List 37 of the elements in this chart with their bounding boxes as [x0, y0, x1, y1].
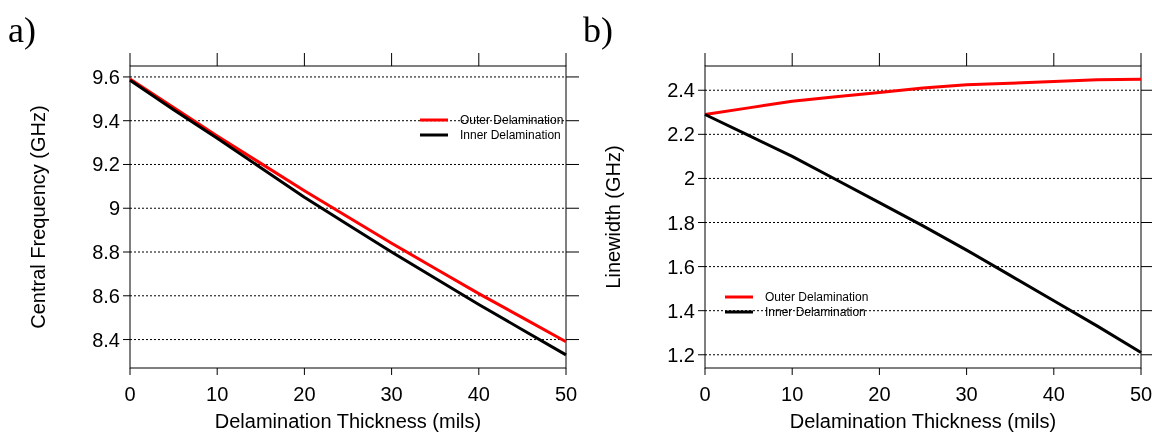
legend-label: Inner Delamination: [765, 305, 866, 320]
legend-label: Outer Delamination: [460, 113, 564, 128]
y-tick-label: 9.4: [92, 109, 120, 132]
chart-title: a): [8, 10, 36, 50]
chart-title: b): [583, 10, 613, 50]
x-tick-label: 40: [1042, 383, 1065, 405]
legend-label: Outer Delamination: [765, 290, 869, 305]
y-tick-label: 9.6: [92, 65, 120, 88]
y-tick-label: 8.8: [92, 241, 120, 264]
y-tick-label: 1.2: [667, 343, 695, 366]
x-tick-label: 20: [293, 383, 316, 405]
x-tick-label: 50: [554, 383, 578, 405]
legend-label: Inner Delamination: [460, 128, 561, 143]
x-tick-label: 10: [781, 383, 804, 405]
y-tick-label: 8.6: [92, 284, 120, 307]
x-tick-label: 20: [868, 383, 891, 405]
x-tick-label: 40: [467, 383, 490, 405]
y-tick-label: 1.6: [667, 255, 695, 278]
y-tick-label: 9: [108, 197, 120, 220]
x-tick-label: 50: [1129, 383, 1152, 405]
x-tick-label: 0: [699, 383, 711, 405]
x-tick-label: 0: [124, 383, 136, 405]
y-axis-title: Linewidth (GHz): [602, 145, 624, 289]
x-tick-label: 10: [206, 383, 229, 405]
x-tick-label: 30: [380, 383, 403, 405]
y-tick-label: 2.4: [667, 79, 695, 102]
y-axis-title: Central Frequency (GHz): [27, 105, 49, 329]
y-tick-label: 2: [683, 167, 695, 190]
y-tick-label: 2.2: [667, 123, 695, 146]
x-tick-label: 30: [955, 383, 978, 405]
y-tick-label: 1.8: [667, 211, 695, 234]
x-axis-title: Delamination Thickness (mils): [789, 410, 1057, 432]
y-tick-label: 8.4: [92, 328, 120, 351]
y-tick-label: 9.2: [92, 153, 120, 176]
y-tick-label: 1.4: [667, 299, 695, 322]
line-series: [703, 77, 1143, 116]
x-axis-title: Delamination Thickness (mils): [214, 410, 482, 432]
